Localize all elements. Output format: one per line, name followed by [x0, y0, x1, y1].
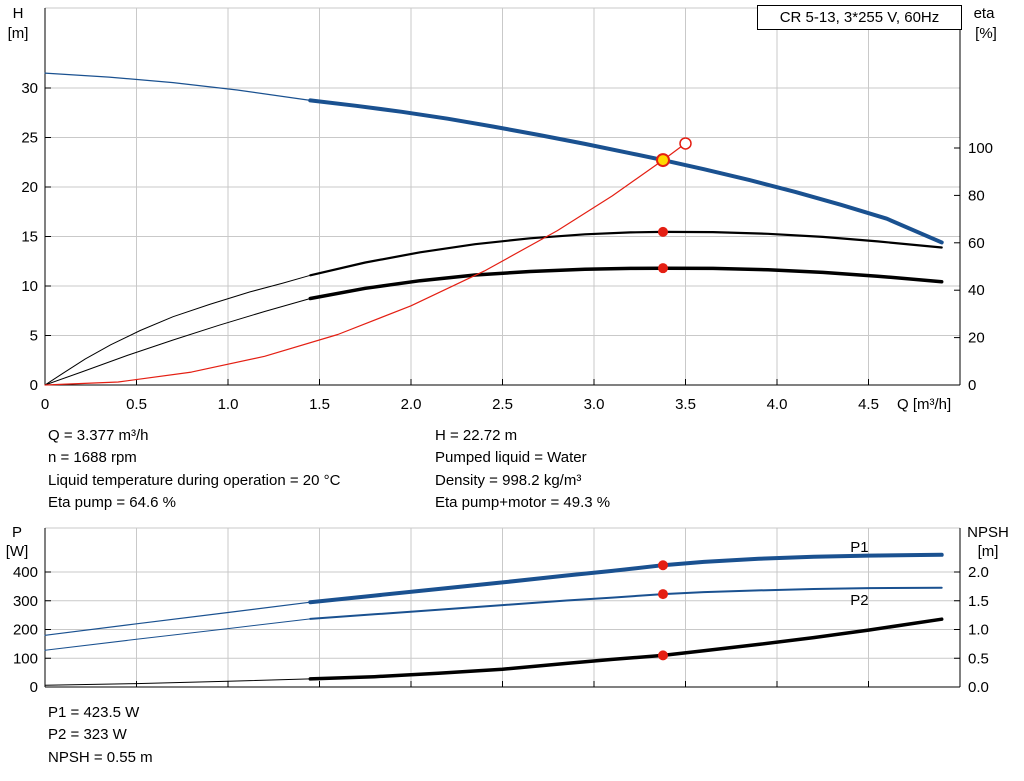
pump-curve-curve: [308, 98, 944, 245]
q-axis-label: Q [m³/h]: [897, 396, 951, 413]
h-axis-unit: [m]: [8, 25, 29, 42]
pump-curve-extension-curve: [44, 72, 311, 102]
info-eta-pump: Eta pump = 64.6 %: [48, 494, 176, 512]
power-npsh-chart-svg: 0 100 200 300 400 0.0 0.5 1.0 1.5 2.0 P1 P2 P [W] N…: [6, 524, 1009, 696]
y-left-tick-label: 100: [13, 650, 38, 667]
y-right-tick-label: 20: [968, 330, 985, 347]
y-right-tick-label: 2.0: [968, 564, 989, 581]
x-tick-label: 2.0: [401, 396, 422, 413]
p2-extension-curve: [44, 618, 311, 651]
p2-curve: [309, 586, 943, 620]
info-pumped-liquid: Pumped liquid = Water: [435, 449, 587, 467]
power-info-column: P1 = 423.5 W P2 = 323 W NPSH = 0.55 m: [48, 702, 153, 769]
p1-curve: [308, 552, 944, 605]
eta-axis-unit: [%]: [975, 25, 997, 42]
x-tick-label: 3.0: [584, 396, 605, 413]
y-left-tick-label: 25: [21, 130, 38, 147]
npsh-axis-title: NPSH: [967, 524, 1009, 541]
p1-duty-marker: [657, 560, 668, 571]
x-tick-label: 1.0: [218, 396, 239, 413]
x-tick-label: 0.5: [126, 396, 147, 413]
y-left-tick-label: 200: [13, 622, 38, 639]
y-right-tick-label: 0: [968, 377, 976, 394]
pump-type-box: CR 5-13, 3*255 V, 60Hz: [757, 5, 962, 30]
y-right-tick-label: 100: [968, 140, 993, 157]
y-left-tick-label: 10: [21, 278, 38, 295]
x-tick-label: 1.5: [309, 396, 330, 413]
info-npsh: NPSH = 0.55 m: [48, 748, 153, 766]
x-tick-label: 4.5: [858, 396, 879, 413]
y-right-tick-label: 1.0: [968, 622, 989, 639]
system-curve-curve: [44, 142, 687, 386]
npsh-duty-marker: [657, 650, 668, 661]
info-head: H = 22.72 m: [435, 427, 518, 444]
info-flow: Q = 3.377 m³/h: [48, 427, 149, 444]
curve-label-P1: P1: [850, 539, 868, 556]
qh-eta-plot-area: 0 0.5 1.0 1.5 2.0 2.5 3.0 3.5 4.0 4.5 0 5 10 15 20 25 30…: [21, 7, 993, 413]
y-left-tick-label: 0: [30, 377, 38, 394]
eta-pump-extension-curve: [44, 274, 311, 386]
y-left-tick-label: 300: [13, 593, 38, 610]
y-right-tick-label: 0.0: [968, 679, 989, 696]
npsh-extension-curve: [44, 678, 311, 686]
eta-pump-motor-duty-marker: [657, 263, 668, 274]
duty-info-right-column: H = 22.72 m Pumped liquid = Water Densit…: [435, 425, 610, 515]
y-right-tick-label: 60: [968, 235, 985, 252]
qh-eta-chart-svg: 0 0.5 1.0 1.5 2.0 2.5 3.0 3.5 4.0 4.5 0 5 10 15 20 25 30…: [8, 5, 997, 413]
info-liquid-temperature: Liquid temperature during operation = 20…: [48, 471, 341, 489]
info-p2: P2 = 323 W: [48, 726, 127, 744]
eta-pump-motor-extension-curve: [44, 298, 311, 386]
eta-pump-curve: [309, 230, 943, 277]
p2-duty-marker: [657, 589, 668, 600]
y-right-tick-label: 1.5: [968, 593, 989, 610]
y-left-tick-label: 0: [30, 679, 38, 696]
power-npsh-plot-area: 0 100 200 300 400 0.0 0.5 1.0 1.5 2.0 P1 P2: [13, 527, 989, 696]
y-right-tick-label: 0.5: [968, 650, 989, 667]
npsh-axis-unit: [m]: [978, 543, 999, 560]
info-density: Density = 998.2 kg/m³: [435, 471, 582, 489]
duty-point-marker: [655, 153, 670, 168]
info-speed: n = 1688 rpm: [48, 449, 137, 467]
info-eta-pump-motor: Eta pump+motor = 49.3 %: [435, 494, 611, 512]
x-tick-label: 3.5: [675, 396, 696, 413]
p-axis-unit: [W]: [6, 543, 29, 560]
eta-pump-duty-marker: [657, 226, 668, 237]
y-right-tick-label: 40: [968, 282, 985, 299]
y-left-tick-label: 15: [21, 229, 38, 246]
npsh-curve: [308, 617, 944, 681]
x-tick-label: 0: [41, 396, 49, 413]
y-left-tick-label: 30: [21, 80, 38, 97]
eta-axis-title: eta: [974, 5, 996, 22]
y-right-tick-label: 80: [968, 187, 985, 204]
h-axis-title: H: [13, 5, 24, 22]
duty-info-left-column: Q = 3.377 m³/h n = 1688 rpm Liquid tempe…: [48, 425, 340, 515]
y-left-tick-label: 20: [21, 179, 38, 196]
p1-extension-curve: [44, 601, 311, 636]
y-left-tick-label: 5: [30, 328, 38, 345]
x-tick-label: 2.5: [492, 396, 513, 413]
y-left-tick-label: 400: [13, 564, 38, 581]
x-tick-label: 4.0: [767, 396, 788, 413]
rated-flow-marker: [679, 137, 692, 150]
info-p1: P1 = 423.5 W: [48, 704, 140, 721]
eta-pump-motor-curve: [308, 266, 944, 301]
curve-label-P2: P2: [850, 592, 868, 609]
p-axis-title: P: [12, 524, 22, 541]
